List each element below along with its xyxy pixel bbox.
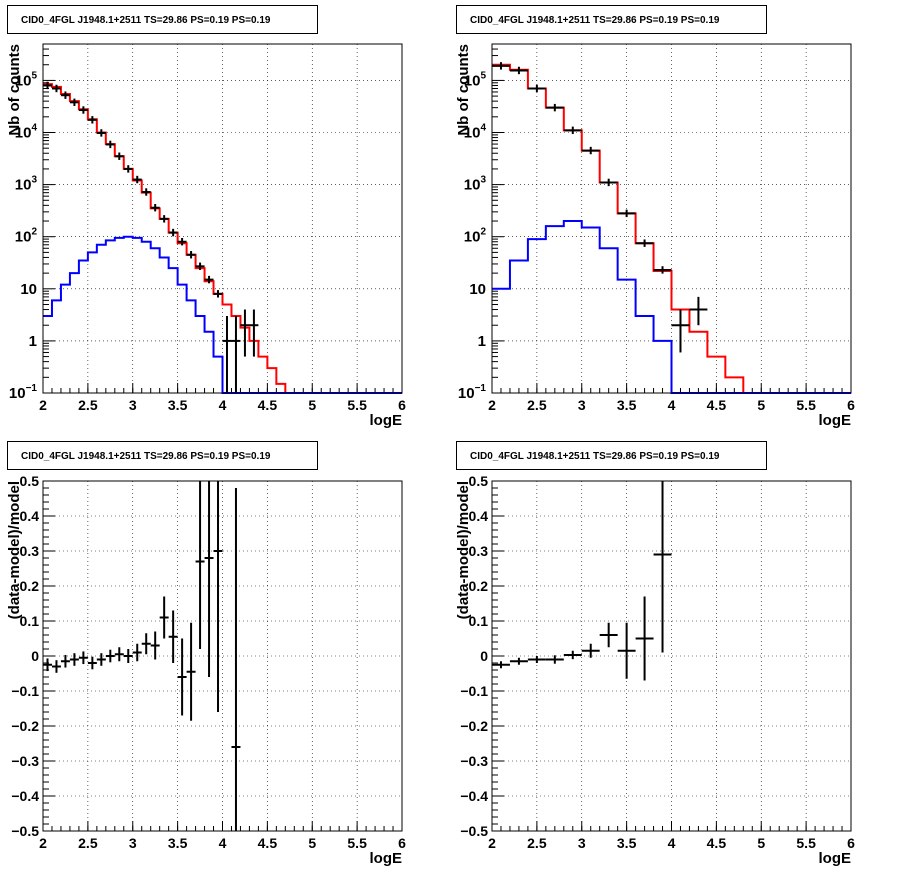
- y-tick-label: 1: [29, 333, 37, 350]
- y-tick-label: 10−1: [9, 383, 38, 402]
- y-axis-label: (data-model)/model: [6, 481, 23, 619]
- x-tick-label: 2: [39, 835, 47, 851]
- y-tick-label: 0.1: [469, 613, 489, 629]
- x-axis-label: logE: [370, 850, 403, 867]
- x-tick-label: 3.5: [168, 835, 188, 851]
- y-tick-label: 0.4: [20, 508, 40, 524]
- y-tick-label: 102: [15, 227, 38, 246]
- x-tick-label: 4.5: [707, 397, 727, 413]
- x-axis-label: logE: [370, 412, 403, 429]
- y-tick-label: −0.1: [11, 683, 39, 699]
- x-tick-label: 4: [668, 835, 676, 851]
- y-tick-label: 0.3: [469, 543, 489, 559]
- chart-title-box: [456, 5, 767, 34]
- x-tick-label: 3.5: [617, 397, 637, 413]
- x-tick-label: 3.5: [168, 397, 188, 413]
- y-tick-label: 0.5: [20, 473, 40, 489]
- chart-title: CID0_4FGL J1948.1+2511 TS=29.86 PS=0.19 …: [470, 451, 720, 462]
- y-axis-label: Nb of counts: [6, 44, 23, 136]
- x-axis-label: logE: [819, 412, 852, 429]
- x-tick-label: 5: [308, 835, 316, 851]
- x-tick-label: 5: [308, 397, 316, 413]
- y-tick-label: 1: [478, 333, 486, 350]
- y-tick-label: 0.3: [20, 543, 40, 559]
- x-tick-label: 3: [578, 397, 586, 413]
- y-tick-label: 0.1: [20, 613, 40, 629]
- y-tick-label: −0.2: [460, 718, 488, 734]
- y-tick-label: 0.4: [469, 508, 489, 524]
- x-tick-label: 2.5: [78, 397, 98, 413]
- y-tick-label: −0.4: [460, 788, 488, 804]
- y-tick-label: 0: [31, 648, 39, 664]
- y-tick-label: 10: [469, 281, 486, 298]
- plot-frame: [491, 43, 852, 394]
- x-tick-label: 5: [757, 397, 765, 413]
- chart-title: CID0_4FGL J1948.1+2511 TS=29.86 PS=0.19 …: [21, 15, 271, 26]
- x-tick-label: 5.5: [796, 835, 816, 851]
- y-tick-label: −0.2: [11, 718, 39, 734]
- plot-frame: [42, 480, 403, 832]
- chart-title: CID0_4FGL J1948.1+2511 TS=29.86 PS=0.19 …: [470, 15, 720, 26]
- x-tick-label: 6: [847, 397, 855, 413]
- y-tick-label: 0.5: [469, 473, 489, 489]
- y-axis-label: (data-model)/model: [455, 481, 472, 619]
- y-tick-label: 0.2: [20, 578, 40, 594]
- x-tick-label: 4: [219, 835, 227, 851]
- y-tick-label: 102: [464, 227, 487, 246]
- y-tick-label: −0.4: [11, 788, 39, 804]
- x-tick-label: 2: [488, 835, 496, 851]
- chart-panel-1: CID0_4FGL J1948.1+2511 TS=29.86 PS=0.19 …: [6, 5, 406, 429]
- y-tick-label: −0.3: [460, 753, 488, 769]
- chart-panel-3: CID0_4FGL J1948.1+2511 TS=29.86 PS=0.19 …: [6, 441, 406, 867]
- x-tick-label: 6: [398, 835, 406, 851]
- x-tick-label: 3: [578, 835, 586, 851]
- y-tick-label: 104: [15, 123, 38, 142]
- x-tick-label: 2: [39, 397, 47, 413]
- y-tick-label: 105: [15, 70, 38, 89]
- x-tick-label: 5: [757, 835, 765, 851]
- chart-title: CID0_4FGL J1948.1+2511 TS=29.86 PS=0.19 …: [21, 451, 271, 462]
- x-tick-label: 2.5: [527, 397, 547, 413]
- x-tick-label: 6: [847, 835, 855, 851]
- x-tick-label: 2.5: [78, 835, 98, 851]
- x-tick-label: 3: [129, 835, 137, 851]
- y-tick-label: 103: [464, 175, 487, 194]
- x-axis-label: logE: [819, 850, 852, 867]
- y-tick-label: 10−1: [458, 383, 487, 402]
- x-tick-label: 3: [129, 397, 137, 413]
- chart-panel-2: CID0_4FGL J1948.1+2511 TS=29.86 PS=0.19 …: [455, 5, 855, 429]
- y-tick-label: −0.5: [11, 823, 39, 839]
- chart-panel-4: CID0_4FGL J1948.1+2511 TS=29.86 PS=0.19 …: [455, 441, 855, 867]
- x-tick-label: 2: [488, 397, 496, 413]
- plot-frame: [42, 43, 403, 394]
- x-tick-label: 4.5: [258, 835, 278, 851]
- y-axis-label: Nb of counts: [455, 44, 472, 136]
- chart-title-box: [7, 5, 318, 34]
- x-tick-label: 4.5: [258, 397, 278, 413]
- plot-frame: [491, 480, 852, 832]
- x-tick-label: 4.5: [707, 835, 727, 851]
- y-tick-label: −0.5: [460, 823, 488, 839]
- x-tick-label: 5.5: [347, 397, 367, 413]
- x-tick-label: 5.5: [796, 397, 816, 413]
- y-tick-label: −0.3: [11, 753, 39, 769]
- y-tick-label: 0: [480, 648, 488, 664]
- x-tick-label: 5.5: [347, 835, 367, 851]
- y-tick-label: 103: [15, 175, 38, 194]
- x-tick-label: 6: [398, 397, 406, 413]
- y-tick-label: 105: [464, 70, 487, 89]
- chart-title-box: [456, 441, 767, 470]
- x-tick-label: 4: [219, 397, 227, 413]
- y-tick-label: −0.1: [460, 683, 488, 699]
- y-tick-label: 10: [20, 281, 37, 298]
- x-tick-label: 2.5: [527, 835, 547, 851]
- x-tick-label: 3.5: [617, 835, 637, 851]
- chart-title-box: [7, 441, 318, 470]
- x-tick-label: 4: [668, 397, 676, 413]
- y-tick-label: 0.2: [469, 578, 489, 594]
- y-tick-label: 104: [464, 123, 487, 142]
